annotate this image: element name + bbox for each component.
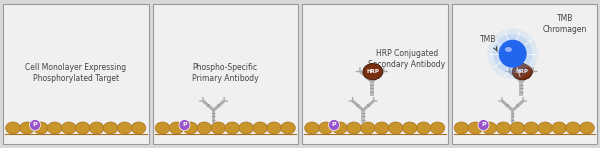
Ellipse shape xyxy=(505,47,512,52)
Bar xyxy=(3,4,149,144)
Ellipse shape xyxy=(169,122,184,134)
Ellipse shape xyxy=(363,64,383,80)
Circle shape xyxy=(493,34,532,73)
Text: P: P xyxy=(332,123,337,127)
Ellipse shape xyxy=(281,122,295,134)
Text: TMB: TMB xyxy=(479,35,496,44)
Text: HRP Conjugated: HRP Conjugated xyxy=(376,49,438,58)
Text: HRP: HRP xyxy=(516,69,529,74)
Ellipse shape xyxy=(89,122,104,134)
Ellipse shape xyxy=(155,122,170,134)
Ellipse shape xyxy=(482,122,497,134)
Circle shape xyxy=(29,119,41,131)
Ellipse shape xyxy=(388,122,403,134)
Ellipse shape xyxy=(118,122,132,134)
Text: Primary Antibody: Primary Antibody xyxy=(192,74,259,83)
Bar xyxy=(302,4,448,144)
Ellipse shape xyxy=(496,122,511,134)
Circle shape xyxy=(487,29,538,79)
Ellipse shape xyxy=(347,122,361,134)
Circle shape xyxy=(329,119,340,131)
Ellipse shape xyxy=(454,122,469,134)
Ellipse shape xyxy=(538,122,553,134)
Ellipse shape xyxy=(34,122,48,134)
Ellipse shape xyxy=(512,64,532,80)
Ellipse shape xyxy=(47,122,62,134)
Ellipse shape xyxy=(319,122,333,134)
Ellipse shape xyxy=(416,122,431,134)
Ellipse shape xyxy=(253,122,268,134)
Text: Cell Monolayer Expressing: Cell Monolayer Expressing xyxy=(25,62,127,71)
Ellipse shape xyxy=(361,122,375,134)
Ellipse shape xyxy=(197,122,212,134)
Ellipse shape xyxy=(267,122,281,134)
Text: Phosphorylated Target: Phosphorylated Target xyxy=(32,74,119,83)
Ellipse shape xyxy=(20,122,34,134)
Ellipse shape xyxy=(524,122,538,134)
Ellipse shape xyxy=(6,122,20,134)
Ellipse shape xyxy=(225,122,239,134)
Ellipse shape xyxy=(211,122,226,134)
Ellipse shape xyxy=(131,122,146,134)
Ellipse shape xyxy=(580,122,594,134)
Ellipse shape xyxy=(239,122,253,134)
Text: P: P xyxy=(182,123,187,127)
Ellipse shape xyxy=(103,122,118,134)
Text: Chromagen: Chromagen xyxy=(543,25,587,34)
Text: Secondary Antibody: Secondary Antibody xyxy=(368,60,445,69)
Bar xyxy=(452,4,597,144)
Text: HRP: HRP xyxy=(367,69,379,74)
Ellipse shape xyxy=(566,122,580,134)
Ellipse shape xyxy=(76,122,90,134)
Circle shape xyxy=(499,40,527,68)
Ellipse shape xyxy=(430,122,445,134)
Ellipse shape xyxy=(552,122,566,134)
Ellipse shape xyxy=(510,122,524,134)
Ellipse shape xyxy=(62,122,76,134)
Ellipse shape xyxy=(332,122,347,134)
Circle shape xyxy=(478,119,489,131)
Circle shape xyxy=(179,119,190,131)
Ellipse shape xyxy=(305,122,319,134)
Text: TMB: TMB xyxy=(557,13,573,22)
Ellipse shape xyxy=(374,122,389,134)
Text: P: P xyxy=(32,123,37,127)
Ellipse shape xyxy=(403,122,417,134)
Text: P: P xyxy=(481,123,486,127)
Bar xyxy=(152,4,298,144)
Ellipse shape xyxy=(468,122,482,134)
Text: Phospho-Specific: Phospho-Specific xyxy=(193,62,258,71)
Ellipse shape xyxy=(183,122,197,134)
